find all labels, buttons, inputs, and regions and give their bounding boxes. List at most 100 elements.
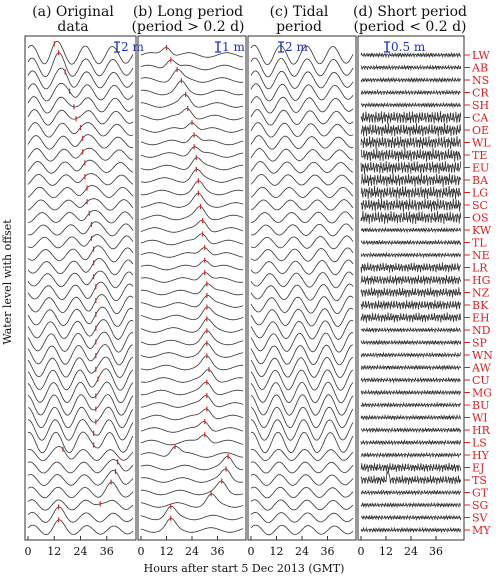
station-label-WL: WL [472, 137, 491, 150]
trace-TS [140, 468, 244, 483]
x-tick-label: 12 [270, 545, 284, 558]
station-label-HY: HY [472, 449, 490, 462]
trace-SP [140, 330, 244, 346]
trace-CU [250, 369, 354, 391]
trace-LG [250, 186, 354, 199]
trace-WN [27, 344, 133, 366]
station-label-EH: EH [472, 312, 490, 325]
trace-HY [360, 451, 462, 459]
panel-c-title-2: period [276, 19, 322, 35]
trace-WL [140, 134, 244, 146]
trace-HR [360, 426, 462, 434]
panel-a-title-1: (a) Original [32, 4, 114, 20]
trace-SC [360, 198, 462, 212]
trace-KW [250, 223, 354, 237]
trace-CA [250, 109, 354, 126]
trace-SH [27, 96, 134, 114]
panel-b: 0 12 24 36 1 m [137, 35, 247, 558]
station-label-BU: BU [472, 399, 489, 412]
trace-SH [250, 96, 354, 114]
trace-CA [360, 111, 462, 124]
trace-CA [27, 109, 134, 126]
trace-NZ [140, 283, 244, 296]
trace-MG [27, 381, 134, 404]
trace-SP [250, 332, 354, 353]
station-label-SV: SV [472, 512, 489, 525]
trace-EU [250, 161, 354, 174]
trace-NE [140, 247, 244, 258]
trace-EJ [27, 459, 134, 474]
trace-TL [27, 234, 134, 250]
station-label-CA: CA [472, 112, 489, 125]
panel-d-title-2: (period < 0.2 d) [353, 19, 466, 35]
trace-BA [360, 173, 462, 187]
x-tick-label: 36 [429, 545, 443, 558]
trace-EJ [250, 461, 354, 474]
x-tick-label: 24 [185, 545, 199, 558]
trace-CU [360, 376, 461, 384]
panel-frame [137, 35, 247, 541]
trace-EU [27, 159, 134, 174]
station-label-OS: OS [472, 212, 489, 225]
x-tick-label: 24 [404, 545, 418, 558]
trace-LS [360, 438, 462, 446]
trace-CA [140, 108, 244, 121]
trace-AB [250, 57, 354, 78]
station-label-TE: TE [472, 149, 487, 162]
x-tick-label: 12 [47, 545, 61, 558]
trace-CR [140, 80, 244, 96]
station-label-CR: CR [472, 87, 489, 100]
x-tick-label: 24 [74, 545, 88, 558]
panel-c-title-1: (c) Tidal [270, 4, 329, 20]
trace-AW [140, 355, 243, 371]
station-label-SP: SP [472, 337, 488, 350]
trace-LR [27, 258, 134, 276]
station-label-NS: NS [472, 74, 489, 87]
station-label-WN: WN [472, 349, 493, 362]
trace-NE [250, 247, 354, 263]
panel-a: 0 12 24 36 2 m [24, 35, 144, 558]
x-tick-label: 36 [211, 545, 225, 558]
trace-WI [250, 406, 354, 429]
station-label-MY: MY [472, 524, 491, 537]
trace-LR [360, 262, 462, 273]
trace-OS [27, 209, 134, 224]
x-tick-label: 12 [379, 545, 393, 558]
trace-NS [250, 70, 354, 90]
trace-KW [360, 226, 462, 234]
trace-GT [141, 480, 244, 496]
trace-WN [140, 342, 244, 358]
trace-BA [27, 173, 134, 186]
trace-AW [250, 356, 354, 379]
trace-GT [250, 486, 354, 499]
trace-HG [250, 271, 354, 289]
trace-LW [140, 47, 244, 58]
station-label-HR: HR [472, 424, 491, 437]
station-label-GT: GT [472, 487, 489, 500]
trace-TL [250, 235, 354, 250]
trace-WI [140, 408, 244, 421]
panel-d: 0 12 24 36 0.5 m [357, 35, 465, 558]
trace-TE [140, 146, 244, 158]
trace-NS [360, 76, 461, 84]
trace-LS [250, 431, 354, 454]
trace-WN [360, 351, 462, 359]
panel-a-title-2: data [57, 19, 88, 35]
station-label-LW: LW [472, 49, 490, 62]
trace-LG [141, 180, 244, 196]
trace-EH [140, 306, 244, 321]
trace-MG [140, 381, 244, 396]
trace-LW [250, 44, 354, 66]
trace-MY [27, 519, 134, 535]
trace-BK [27, 294, 134, 314]
x-tick-label: 0 [358, 545, 365, 558]
station-label-WI: WI [472, 412, 488, 425]
trace-SG [360, 501, 461, 509]
trace-CR [27, 82, 134, 102]
trace-SV [140, 505, 244, 521]
station-label-BA: BA [472, 174, 489, 187]
trace-NS [140, 69, 243, 83]
trace-LR [250, 259, 354, 276]
trace-SC [140, 192, 244, 208]
trace-NZ [250, 283, 354, 302]
